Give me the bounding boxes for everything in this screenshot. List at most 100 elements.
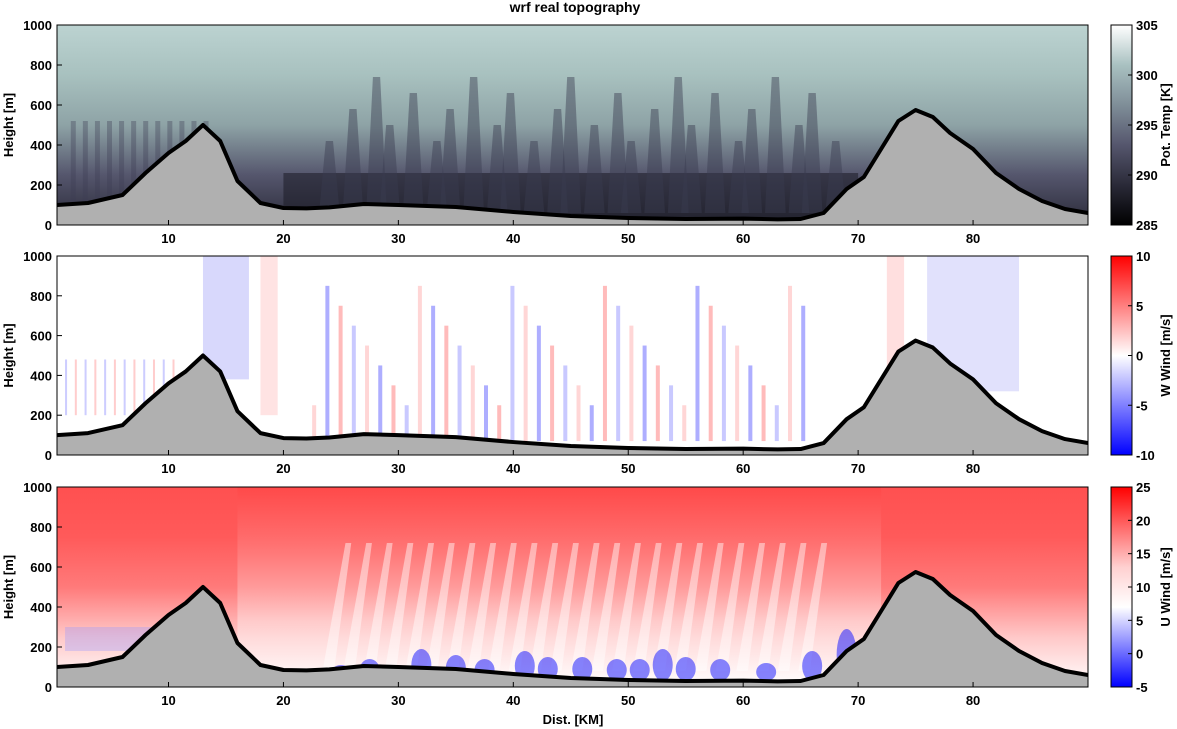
updraft-column	[550, 345, 555, 442]
temp-plume	[741, 109, 763, 213]
updraft-column	[417, 285, 422, 442]
pot-temp-panel: 0 200 400 600 800 1000 10 20 30 40 50 60 70 80 Heigh…	[1, 18, 1173, 246]
temp-plume	[402, 93, 424, 213]
updraft-column	[629, 325, 634, 442]
x-tick-label: 40	[506, 693, 520, 708]
temp-plume	[486, 125, 508, 213]
w-wind-x-ticks: 10 20 30 40 50 60 70 80	[161, 450, 980, 476]
updraft-column	[312, 405, 317, 442]
u-wind-streak	[488, 543, 517, 671]
wave-column	[84, 359, 87, 416]
u-wind-streak	[384, 543, 414, 671]
u-wind-streak	[653, 543, 683, 671]
x-tick-label: 60	[736, 693, 750, 708]
u-wind-streak	[550, 543, 579, 671]
terrain-line	[57, 338, 1088, 452]
temp-plume	[439, 109, 461, 213]
colorbar-tick-label: 15	[1136, 547, 1150, 562]
x-tick-label: 10	[161, 461, 175, 476]
w-wind-axes-frame	[56, 255, 1089, 456]
colorbar-tick-label: 295	[1136, 118, 1158, 133]
downdraft-column	[642, 345, 647, 442]
downdraft-column	[404, 405, 409, 442]
x-tick-label: 30	[391, 693, 405, 708]
terrain-line	[57, 108, 1088, 222]
y-tick-label: 800	[30, 58, 52, 73]
downdraft-column	[431, 305, 436, 442]
downdraft-column	[774, 405, 779, 442]
u-wind-streak	[694, 543, 724, 671]
wave-column	[94, 359, 97, 416]
u-wind-streak	[343, 543, 372, 671]
updraft-column	[788, 285, 793, 442]
u-wind-streak	[322, 543, 352, 671]
y-tick-label: 800	[30, 520, 52, 535]
x-tick-label: 20	[276, 693, 290, 708]
x-tick-label: 10	[161, 231, 175, 246]
u-wind-streak	[674, 543, 703, 671]
pot-temp-axes-frame	[56, 24, 1089, 226]
pot-temp-colorbar-label: Pot. Temp [K]	[1158, 83, 1173, 167]
y-tick-label: 800	[30, 289, 52, 304]
x-tick-label: 50	[621, 693, 635, 708]
w-wind-colorbar-label: W Wind [m/s]	[1158, 314, 1173, 396]
x-tick-label: 40	[506, 461, 520, 476]
temp-plume	[667, 77, 689, 213]
x-tick-label: 10	[161, 693, 175, 708]
colorbar-tick-label: 5	[1136, 299, 1143, 314]
downdraft-column	[536, 325, 541, 442]
temp-plume	[620, 141, 642, 213]
temp-plume	[704, 93, 726, 213]
u-wind-terrain	[57, 570, 1088, 687]
x-tick-label: 70	[851, 461, 865, 476]
y-tick-label: 1000	[23, 18, 52, 33]
updraft-column	[470, 365, 475, 442]
u-wind-streak	[570, 543, 600, 671]
pot-temp-terrain	[57, 108, 1088, 225]
wave-column	[133, 359, 136, 416]
u-wind-x-ticks: 10 20 30 40 50 60 70 80	[161, 682, 980, 708]
temp-plume	[342, 109, 364, 213]
x-tick-label: 80	[966, 693, 980, 708]
temp-plume	[728, 141, 749, 213]
temp-plume	[319, 141, 340, 213]
downdraft-region	[202, 256, 249, 380]
downdraft-column	[721, 325, 726, 442]
updraft-column	[655, 365, 660, 442]
downdraft-column	[457, 345, 462, 442]
temp-plume	[560, 77, 582, 213]
reverse-flow-cell	[629, 659, 650, 681]
u-wind-axes-frame	[56, 486, 1089, 688]
terrain-line	[57, 570, 1088, 684]
pot-temp-colorbar: 285 290 295 300 305	[1110, 18, 1158, 233]
x-tick-label: 30	[391, 461, 405, 476]
x-tick-label: 20	[276, 461, 290, 476]
downdraft-column	[669, 385, 674, 442]
colorbar-tick-label: -5	[1136, 398, 1148, 413]
u-wind-colorbar-label: U Wind [m/s]	[1158, 547, 1173, 626]
pot-temp-y-ticks: 0 200 400 600 800 1000	[23, 18, 62, 233]
u-wind-y-ticks: 0 200 400 600 800 1000	[23, 480, 62, 695]
y-tick-label: 400	[30, 368, 52, 383]
updraft-region	[260, 256, 278, 416]
updraft-column	[391, 385, 396, 442]
colorbar-tick-label: 0	[1136, 349, 1143, 364]
x-tick-label: 50	[621, 461, 635, 476]
u-wind-y-label: Height [m]	[1, 555, 16, 619]
x-tick-label: 80	[966, 461, 980, 476]
temp-plume	[106, 121, 112, 205]
x-tick-label: 40	[506, 231, 520, 246]
y-tick-label: 400	[30, 600, 52, 615]
updraft-column	[735, 345, 740, 442]
temp-plume	[681, 125, 702, 213]
temp-plume	[94, 121, 100, 205]
downdraft-column	[351, 325, 356, 442]
x-tick-label: 60	[736, 231, 750, 246]
u-wind-mid-region	[237, 487, 882, 687]
w-wind-terrain	[57, 338, 1088, 455]
u-wind-streak	[715, 543, 745, 671]
updraft-column	[602, 285, 607, 442]
u-wind-streak	[591, 543, 621, 671]
